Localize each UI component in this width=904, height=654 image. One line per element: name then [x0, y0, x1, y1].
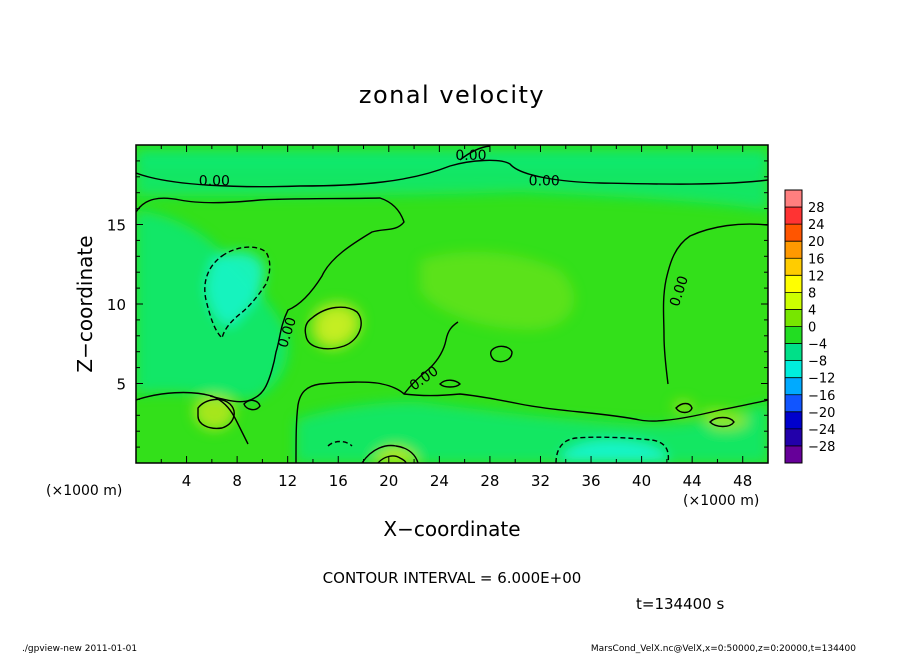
x-tick-label: 48	[733, 472, 752, 490]
colorbar-label: −8	[808, 355, 827, 370]
x-tick-label: 28	[480, 472, 499, 490]
contour-positive-11	[243, 399, 261, 411]
colorbar-label: −4	[808, 338, 827, 353]
colorbar-band	[785, 377, 802, 396]
x-tick-label: 16	[329, 472, 348, 490]
colorbar-band	[785, 326, 802, 344]
colorbar-band	[785, 445, 802, 464]
colorbar-label: 24	[808, 218, 825, 233]
colorbar-band	[785, 394, 802, 413]
colorbar-band	[785, 224, 802, 242]
field-patch-11	[420, 251, 575, 330]
contour-top-edge	[459, 145, 491, 161]
contour-positive-20	[361, 444, 419, 463]
colorbar-band	[785, 428, 802, 447]
contour-zero-right	[662, 223, 768, 385]
colorbar-band	[785, 360, 802, 378]
contour-positive-41	[675, 402, 693, 414]
y-tick-label: 10	[107, 296, 126, 314]
y-axis-label: Z−coordinate	[73, 235, 97, 372]
contour-zero-bottom	[136, 381, 768, 463]
x-tick-label: 4	[182, 472, 192, 490]
contour-lines	[136, 145, 768, 463]
x-unit-right: (×1000 m)	[683, 493, 759, 509]
contour-positive-28	[489, 345, 513, 363]
contour-positive-25	[439, 379, 461, 388]
colorbar-label: 0	[808, 321, 816, 336]
contour-interval-text: CONTOUR INTERVAL = 6.000E+00	[323, 569, 582, 587]
colorbar-band	[785, 207, 802, 225]
x-axis: 4 8 12 16 20 24 28 32 36 40 44 48	[160, 145, 752, 490]
chart-title: zonal velocity	[359, 81, 545, 109]
field-anomalies	[136, 150, 768, 463]
field-patch-4	[560, 439, 668, 463]
colorbar-label: −20	[808, 406, 835, 421]
y-tick-label: 15	[107, 217, 126, 235]
colorbar-label: −28	[808, 440, 835, 455]
contour-positive-45	[709, 416, 735, 428]
colorbar-label: 28	[808, 201, 825, 216]
plot-area: 0.000.00 0.000.000.000.00	[136, 145, 768, 463]
colorbar-band	[785, 411, 802, 430]
y-axis: 5 10 15	[107, 160, 768, 448]
colorbar-band	[785, 343, 802, 361]
x-tick-label: 20	[379, 472, 398, 490]
colorbar: 28 24 20 16 12 8 4 0 −4 −8 −12 −16 −20 −24 −28	[784, 189, 835, 464]
field-patch-2	[206, 251, 265, 326]
colorbar-band	[785, 241, 802, 259]
footer-left: ./gpview-new 2011-01-01	[22, 644, 137, 654]
x-tick-label: 24	[430, 472, 449, 490]
contour-label: 0.00	[455, 148, 486, 164]
colorbar-band	[785, 292, 802, 310]
field-patch-7	[319, 311, 353, 342]
contour-negative-19	[327, 440, 353, 447]
x-axis-label: X−coordinate	[383, 517, 520, 541]
contour-zero-mid	[403, 321, 459, 395]
colorbar-label: 20	[808, 235, 825, 250]
colorbar-label: 8	[808, 286, 816, 301]
colorbar-band	[785, 190, 802, 208]
contour-positive-16	[304, 306, 362, 350]
contour-negative-bottom	[555, 436, 670, 463]
contour-top	[136, 159, 768, 188]
colorbar-band	[785, 258, 802, 276]
x-tick-label: 32	[531, 472, 550, 490]
colorbar-label: 4	[808, 303, 816, 318]
footer-right: MarsCond_VelX.nc@VelX,x=0:50000,z=0:2000…	[591, 644, 856, 654]
x-tick-label: 44	[683, 472, 702, 490]
y-tick-label: 5	[116, 376, 126, 394]
x-tick-label: 36	[581, 472, 600, 490]
x-tick-label: 8	[232, 472, 242, 490]
x-tick-label: 40	[632, 472, 651, 490]
colorbar-label: −24	[808, 423, 835, 438]
colorbar-label: −12	[808, 372, 835, 387]
colorbar-band	[785, 309, 802, 327]
time-text: t=134400 s	[636, 595, 724, 613]
contour-zero-left	[136, 197, 405, 403]
colorbar-band	[785, 275, 802, 293]
field-patch-5	[136, 150, 768, 168]
colorbar-label: 12	[808, 269, 825, 284]
colorbar-label: 16	[808, 252, 825, 267]
contour-positive-6	[197, 398, 235, 430]
contour-label: 0.00	[199, 174, 230, 190]
colorbar-label: −16	[808, 389, 835, 404]
contour-label: 0.00	[529, 174, 560, 190]
x-tick-label: 12	[278, 472, 297, 490]
x-unit-left: (×1000 m)	[46, 483, 122, 499]
